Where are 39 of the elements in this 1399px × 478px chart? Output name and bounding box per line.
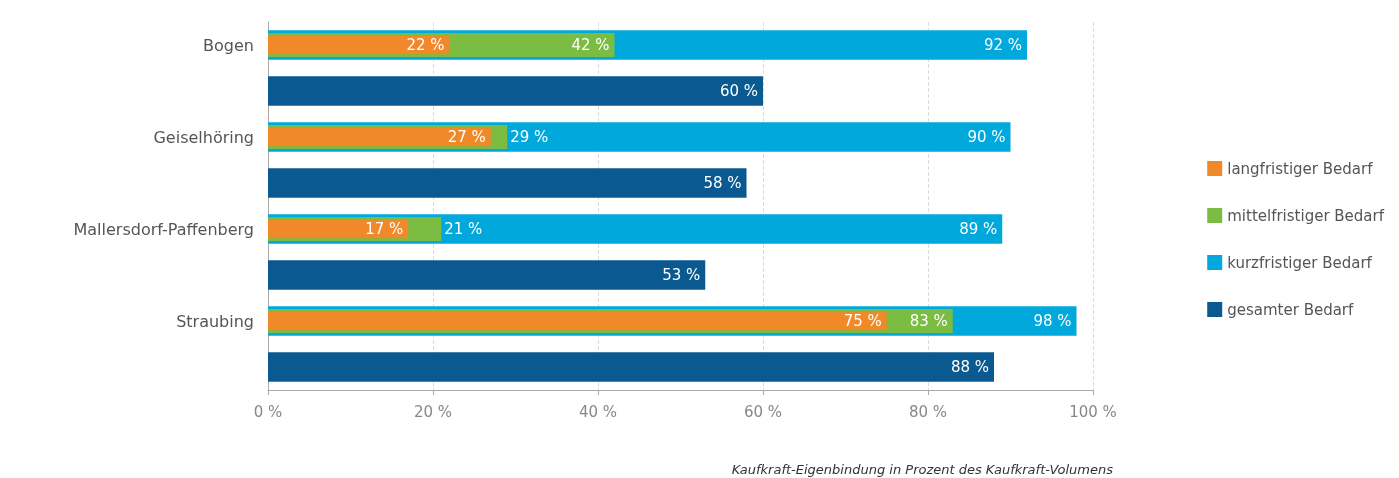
data-label: 42 % [571,36,610,54]
bar [268,219,409,239]
x-tick-label: 20 % [413,402,453,421]
x-tick-label: 100 % [1069,402,1117,421]
bar [268,35,450,55]
bar [268,76,763,106]
data-label: 58 % [703,174,742,192]
y-tick-label: Straubing [176,311,254,331]
legend-label: mittelfristiger Bedarf [1227,206,1385,225]
data-label: 98 % [1033,312,1072,330]
data-label: 89 % [959,220,998,238]
y-tick-label: Mallersdorf-Paffenberg [73,219,254,239]
x-tick-label: 80 % [908,402,948,421]
data-label: 53 % [662,266,701,284]
text: Kaufkraft-Eigenbindung in Prozent des Kaufkraft-Volumens [731,462,1114,477]
legend-label: langfristiger Bedarf [1227,159,1374,178]
data-label: 88 % [950,358,989,376]
data-label: 22 % [406,36,445,54]
data-label: 75 % [843,312,882,330]
x-tick-label: 60 % [743,402,783,421]
data-label: 29 % [510,128,549,146]
legend-label: gesamter Bedarf [1227,300,1355,319]
x-tick-label: 40 % [578,402,618,421]
bar [268,352,994,382]
data-label: 60 % [719,82,758,100]
x-tick-label: 0 % [253,402,283,421]
bar [268,168,747,198]
data-label: 90 % [967,128,1006,146]
data-label: 27 % [447,128,486,146]
bar [268,311,887,331]
bar [268,260,706,290]
data-label: 92 % [983,36,1022,54]
y-tick-label: Geiselhöring [153,127,254,147]
data-label: 83 % [909,312,948,330]
data-label: 17 % [365,220,404,238]
bar [268,127,491,147]
legend-label: kurzfristiger Bedarf [1227,253,1373,272]
y-tick-label: Bogen [203,35,254,55]
data-label: 21 % [444,220,483,238]
